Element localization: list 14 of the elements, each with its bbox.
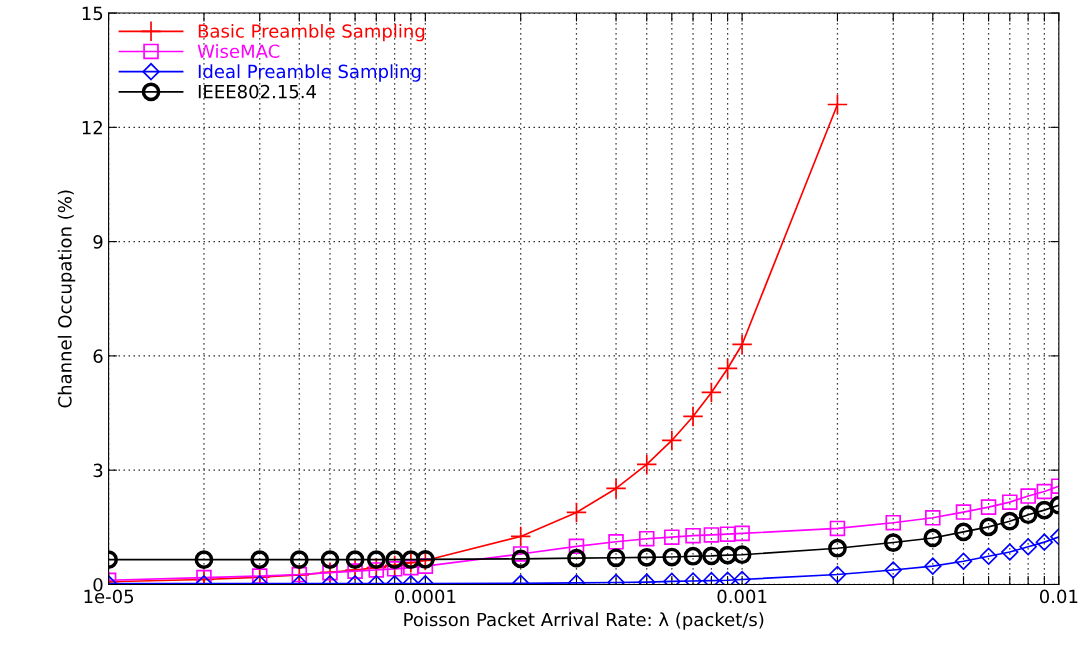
legend-label: WiseMAC [197, 44, 280, 59]
y-tick-label: 3 [93, 463, 103, 478]
x-axis-title: Poisson Packet Arrival Rate: λ (packet/s) [404, 612, 764, 630]
y-tick-label: 15 [82, 6, 103, 21]
y-tick-label: 9 [93, 235, 103, 249]
y-tick-label: 12 [82, 120, 102, 135]
y-tick-label: 6 [93, 349, 103, 363]
legend-label: Ideal Preamble Sampling [198, 64, 421, 82]
legend-label: Basic Preamble Sampling [198, 23, 425, 42]
x-tick-label: 0.0001 [394, 589, 456, 604]
legend-label: IEEE802.15.4 [198, 84, 317, 99]
x-tick-label: 0.001 [717, 589, 767, 604]
y-axis-title: Channel Occupation (%) [57, 190, 76, 408]
x-tick-label: 0.01 [1039, 589, 1078, 604]
